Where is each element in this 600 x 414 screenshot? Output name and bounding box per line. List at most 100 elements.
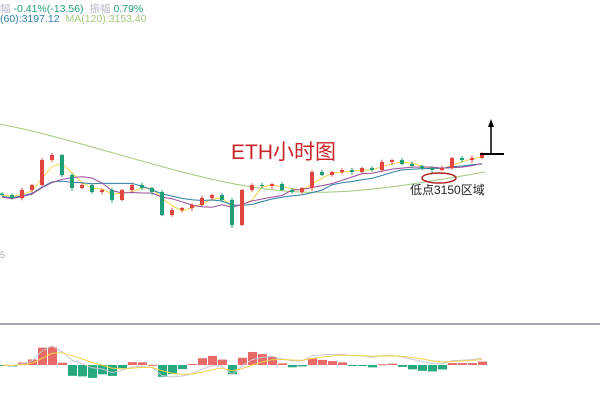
macd-histogram-bar xyxy=(478,361,487,365)
macd-histogram-bar xyxy=(378,364,387,366)
macd-histogram-bar xyxy=(218,359,227,365)
macd-histogram-bar xyxy=(328,361,337,365)
macd-histogram-bar xyxy=(398,365,407,367)
candle-body xyxy=(210,195,214,198)
macd-histogram-bar xyxy=(338,362,347,365)
candle-body xyxy=(100,190,104,192)
candle-body xyxy=(60,155,64,175)
arrow-up-icon xyxy=(488,119,494,127)
candle-body xyxy=(130,185,134,190)
macd-histogram-bar xyxy=(268,356,277,365)
macd-histogram-bar xyxy=(78,365,87,377)
candle-body xyxy=(120,190,124,200)
macd-histogram-bar xyxy=(138,362,147,365)
candle-body xyxy=(330,172,334,175)
candle-body xyxy=(470,158,474,160)
macd-histogram-bar xyxy=(468,363,477,365)
macd-histogram-bar xyxy=(48,346,57,365)
candle-body xyxy=(80,185,84,188)
macd-histogram-bar xyxy=(278,363,287,365)
candle-body xyxy=(160,192,164,215)
macd-histogram-bar xyxy=(28,359,37,365)
candle-body xyxy=(150,188,154,192)
candle-body xyxy=(340,170,344,172)
candle-body xyxy=(350,170,354,172)
macd-histogram-bar xyxy=(228,365,237,375)
macd-histogram-bar xyxy=(68,365,77,376)
ma120-line xyxy=(0,123,486,193)
macd-histogram-bar xyxy=(58,362,67,365)
macd-histogram-bar xyxy=(188,363,197,365)
candle-body xyxy=(190,205,194,208)
candle-body xyxy=(170,210,174,215)
macd-histogram-bar xyxy=(258,354,267,365)
candle-body xyxy=(410,164,414,166)
candle-body xyxy=(40,160,44,185)
candle-body xyxy=(290,190,294,192)
candle-body xyxy=(460,158,464,160)
macd-histogram-bar xyxy=(128,362,137,365)
candle-body xyxy=(0,193,4,195)
macd-histogram-bar xyxy=(298,365,307,367)
macd-histogram-bar xyxy=(428,365,437,372)
macd-histogram-bar xyxy=(178,365,187,370)
candle-body xyxy=(180,208,184,210)
candle-body xyxy=(250,185,254,190)
candle-body xyxy=(420,166,424,168)
candle-body xyxy=(390,160,394,162)
candle-body xyxy=(440,168,444,170)
header-row-ma: (60):3197.12 MA(120):3153.40 xyxy=(0,13,150,25)
change-label: 幅 xyxy=(0,3,11,15)
candle-body xyxy=(370,168,374,170)
candle-body xyxy=(480,153,484,158)
candle-body xyxy=(240,190,244,225)
candle-body xyxy=(400,160,404,164)
candle-body xyxy=(260,185,264,186)
macd-histogram-bar xyxy=(288,365,297,368)
candle-body xyxy=(140,185,144,188)
macd-histogram-bar xyxy=(358,365,367,366)
candle-body xyxy=(110,190,114,200)
macd-histogram-bar xyxy=(418,365,427,371)
macd-histogram-bar xyxy=(318,359,327,365)
candle-body xyxy=(270,184,274,186)
macd-histogram-bar xyxy=(238,357,247,365)
candle-body xyxy=(230,200,234,225)
macd-dif-line xyxy=(1,345,483,378)
candle-body xyxy=(310,172,314,188)
macd-histogram-bar xyxy=(168,365,177,375)
candle-body xyxy=(360,168,364,172)
header-row-change: 幅 -0.41%(-13.56) 振幅 0.79% xyxy=(0,1,146,16)
macd-dea-line xyxy=(1,352,483,375)
candle-body xyxy=(280,184,284,190)
macd-histogram-bar xyxy=(38,347,47,365)
amplitude-value: 0.79% xyxy=(113,3,144,15)
macd-histogram-bar xyxy=(248,351,257,365)
candle-body xyxy=(10,195,14,198)
candle-body xyxy=(220,195,224,200)
macd-histogram-bar xyxy=(98,365,107,375)
candle-body xyxy=(20,190,24,198)
macd-histogram-bar xyxy=(208,355,217,365)
candle-body xyxy=(30,185,34,190)
candle-body xyxy=(200,198,204,205)
macd-histogram-bar xyxy=(88,365,97,378)
candle-body xyxy=(70,175,74,188)
candle-body xyxy=(450,158,454,168)
candle-body xyxy=(320,172,324,175)
macd-histogram-bar xyxy=(368,365,377,368)
candle-body xyxy=(380,162,384,170)
macd-histogram-bar xyxy=(408,365,417,370)
macd-histogram-bar xyxy=(348,365,357,366)
macd-histogram-bar xyxy=(438,365,447,370)
amplitude-label: 振幅 xyxy=(89,3,111,15)
macd-histogram-bar xyxy=(148,364,157,366)
macd-histogram-bar xyxy=(308,358,317,365)
candle-body xyxy=(90,185,94,192)
candle-body xyxy=(50,155,54,160)
ma60-value: (60):3197.12 xyxy=(0,13,60,25)
macd-histogram-bar xyxy=(448,363,457,365)
candle-body xyxy=(300,188,304,192)
change-value: -0.41%(-13.56) xyxy=(13,3,84,15)
